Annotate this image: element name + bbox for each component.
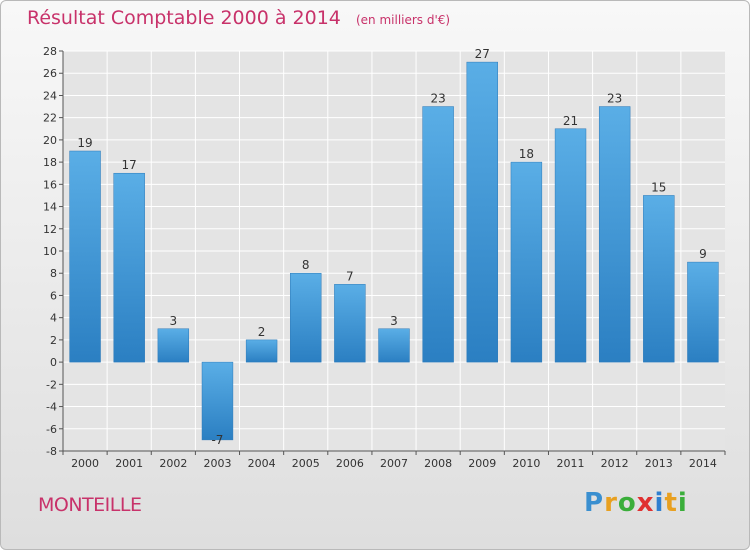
y-tick-label: 22 [43,112,57,125]
x-tick-label-2002: 2002 [159,457,187,470]
bar-2001 [113,172,145,363]
value-label-2008: 23 [430,92,445,106]
logo-letter: o [617,488,637,518]
value-label-2002: 3 [170,314,178,328]
bar-2002 [157,328,190,363]
bar-2007 [378,328,410,363]
bar-2012 [598,106,631,363]
x-tick-label-2005: 2005 [292,457,320,470]
y-tick-label: 16 [43,178,57,191]
value-label-2011: 21 [563,114,578,128]
x-tick-label-2001: 2001 [115,457,143,470]
logo-letter: r [604,488,618,518]
label-layer: 19 17 3 -7 2 8 7 3 23 27 18 21 23 15 9 [77,47,706,447]
x-tick-label-2000: 2000 [71,457,99,470]
value-label-2000: 19 [77,136,92,150]
x-tick-label-2011: 2011 [557,457,585,470]
bar-2006 [334,284,366,363]
title-row: Résultat Comptable 2000 à 2014 (en milli… [27,7,450,29]
commune-name: MONTEILLE [38,494,142,516]
y-tick-label: 26 [43,67,57,80]
bar-layer [69,61,719,441]
bar-2014 [687,261,719,363]
value-label-2004: 2 [258,325,266,339]
bar-2004 [245,339,278,363]
value-label-2005: 8 [302,258,310,272]
logo-letter: i [677,488,688,518]
y-tick-label: 12 [43,223,57,236]
bar-2008 [422,106,454,363]
x-tick-label-2006: 2006 [336,457,364,470]
y-tick-label: 14 [43,201,57,214]
bar-2009 [466,61,498,363]
y-tick-label: 2 [50,334,57,347]
y-tick-label: 10 [43,245,57,258]
value-label-2006: 7 [346,269,354,283]
x-tick-label-2003: 2003 [203,457,231,470]
y-tick-label: -4 [46,401,57,414]
value-label-2012: 23 [607,92,622,106]
x-tick-label-2013: 2013 [645,457,673,470]
y-tick-label: -8 [46,445,57,458]
logo-letter: x [636,488,655,518]
bar-2005 [290,272,322,363]
bar-2013 [643,195,675,363]
bar-2000 [69,150,101,363]
x-tick-label-2009: 2009 [468,457,496,470]
chart-title: Résultat Comptable 2000 à 2014 [27,7,341,29]
value-label-2010: 18 [519,147,534,161]
y-tick-label: 0 [50,356,57,369]
x-tick-label-2014: 2014 [689,457,717,470]
value-label-2014: 9 [699,247,707,261]
y-tick-label: 20 [43,134,57,147]
logo-letter: i [654,488,665,518]
bar-2010 [510,161,543,363]
value-label-2003: -7 [211,433,223,447]
value-label-2001: 17 [122,158,137,172]
logo-letter: P [584,488,605,518]
x-tick-label-2004: 2004 [248,457,276,470]
y-tick-label: 18 [43,156,57,169]
y-tick-label: 6 [50,289,57,302]
x-tick-label-2012: 2012 [601,457,629,470]
y-tick-label: 8 [50,267,57,280]
y-tick-label: -6 [46,423,57,436]
y-tick-label: 24 [43,89,57,102]
y-tick-label: -2 [46,378,57,391]
logo-letter: t [664,488,678,518]
y-tick-label: 28 [43,45,57,58]
value-label-2013: 15 [651,180,666,194]
proxiti-logo: Proxiti [584,488,688,518]
bar-2003 [201,361,234,441]
value-label-2007: 3 [390,314,398,328]
bar-2011 [554,128,587,363]
chart-unit: (en milliers d'€) [355,13,451,27]
y-tick-label: 4 [50,312,57,325]
value-label-2009: 27 [475,47,490,61]
x-tick-label-2008: 2008 [424,457,452,470]
x-tick-label-2007: 2007 [380,457,408,470]
x-tick-label-2010: 2010 [512,457,540,470]
